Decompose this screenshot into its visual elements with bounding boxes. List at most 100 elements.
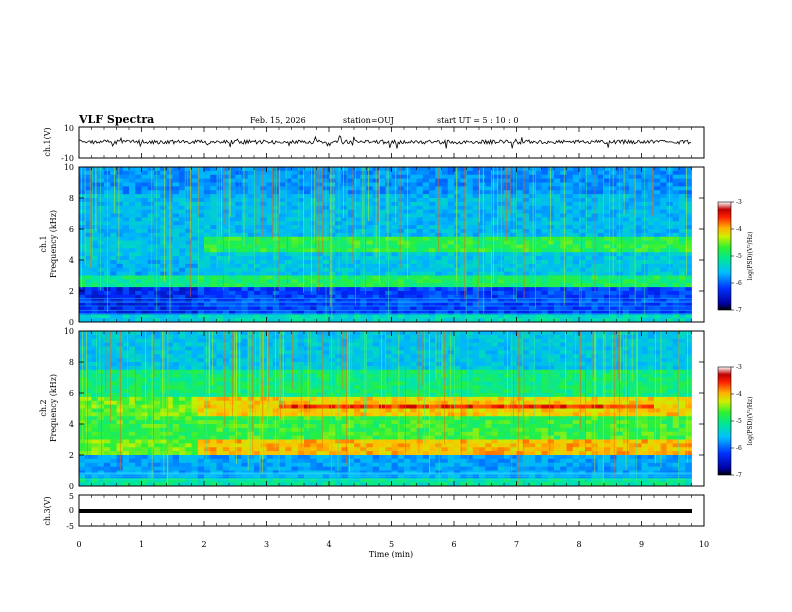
- ch1-spectrogram-cell: [79, 217, 86, 222]
- ch1-spectrogram-cell: [347, 190, 355, 195]
- ch1-spectrogram-cell: [647, 275, 655, 280]
- ch1-spectrogram-cell: [560, 178, 567, 183]
- ch1-spectrogram-cell: [97, 221, 105, 226]
- ch1-spectrogram-cell: [504, 201, 511, 207]
- ch1-spectrogram-cell: [229, 236, 236, 242]
- ch2-spectrogram-cell: [535, 331, 542, 336]
- ch1-spectrogram-cell: [510, 205, 517, 211]
- ch1-spectrogram-cell: [235, 294, 242, 300]
- ch1-spectrogram-cell: [285, 267, 292, 273]
- ch1-spectrogram-cell: [660, 310, 667, 315]
- ch2-spectrogram-cell: [85, 342, 92, 347]
- ch1-spectrogram-cell: [397, 244, 405, 249]
- ch1-spectrogram-cell: [491, 205, 499, 211]
- ch2-spectrogram-cell: [316, 334, 324, 340]
- ch1-spectrogram-cell: [360, 302, 367, 307]
- ch1-spectrogram-cell: [479, 291, 486, 296]
- ch1-spectrogram-cell: [222, 232, 230, 238]
- ch1-spectrogram-cell: [554, 310, 561, 315]
- ch1-spectrogram-cell: [116, 213, 124, 218]
- ch2-spectrogram-cell: [304, 354, 311, 359]
- ch1-spectrogram-cell: [485, 186, 492, 191]
- ch1-spectrogram-cell: [610, 170, 617, 176]
- ch1-spectrogram-cell: [129, 194, 136, 199]
- ch1-spectrogram-cell: [635, 190, 642, 195]
- ch1-spectrogram-cell: [110, 248, 117, 253]
- ytick-label: 0: [69, 318, 74, 327]
- ch1-spectrogram-cell: [566, 256, 574, 261]
- ch1-spectrogram-cell: [191, 209, 199, 214]
- ch1-spectrogram-cell: [91, 217, 99, 222]
- ch1-spectrogram-cell: [372, 267, 380, 273]
- ch1-spectrogram-cell: [329, 201, 336, 207]
- ch1-spectrogram-cell: [91, 229, 99, 234]
- ch1-spectrogram-cell: [191, 263, 199, 269]
- ch1-spectrogram-cell: [604, 225, 611, 230]
- ch1-spectrogram-cell: [504, 178, 511, 183]
- ch2-spectrogram-cell: [391, 346, 399, 351]
- ch1-spectrogram-cell: [416, 194, 424, 199]
- ch2-spectrogram-cell: [479, 354, 486, 359]
- ch1-spectrogram-cell: [247, 244, 255, 249]
- ch1-spectrogram-cell: [329, 190, 336, 195]
- ch2-spectrogram-cell: [304, 358, 311, 363]
- ch1-spectrogram-cell: [597, 244, 605, 249]
- ch1-spectrogram-cell: [466, 170, 474, 176]
- ch1-spectrogram-cell: [491, 318, 499, 322]
- ch1-spectrogram-cell: [529, 263, 536, 269]
- ch1-spectrogram-cell: [504, 186, 511, 191]
- ch2-spectrogram-cell: [679, 334, 686, 340]
- ch1-spectrogram-cell: [147, 294, 155, 300]
- ch1-spectrogram-cell: [172, 182, 180, 187]
- ch1-spectrogram-cell: [629, 209, 636, 214]
- ch1-spectrogram-cell: [360, 260, 367, 265]
- ch2-spectrogram-cell: [460, 338, 467, 344]
- ch1-spectrogram-cell: [366, 194, 374, 199]
- ch1-spectrogram-cell: [235, 240, 242, 245]
- ch1-spectrogram-cell: [572, 271, 580, 276]
- ch1-spectrogram-cell: [454, 213, 461, 218]
- ch1-spectrogram-cell: [304, 198, 311, 203]
- ch1-spectrogram-cell: [241, 232, 249, 238]
- ch1-spectrogram-cell: [360, 198, 367, 203]
- ch1-spectrogram-cell: [335, 170, 342, 176]
- ch1-spectrogram-cell: [604, 209, 611, 214]
- ch1-spectrogram-cell: [135, 174, 142, 180]
- ch1-spectrogram-cell: [366, 310, 374, 315]
- ch1-spectrogram-cell: [485, 283, 492, 288]
- ch1-spectrogram-cell: [122, 213, 130, 218]
- ch1-spectrogram-cell: [610, 248, 617, 253]
- ch1-spectrogram-cell: [466, 310, 474, 315]
- ch1-spectrogram-cell: [535, 283, 542, 288]
- ch1-spectrogram-cell: [397, 263, 405, 269]
- ch2-spectrogram-cell: [604, 362, 611, 367]
- ch1-spectrogram-cell: [222, 256, 230, 261]
- ch1-spectrogram-cell: [654, 201, 661, 207]
- ch1-spectrogram-cell: [291, 275, 299, 280]
- ch1-spectrogram-cell: [579, 256, 586, 261]
- ch1-spectrogram-cell: [397, 198, 405, 203]
- ch1-spectrogram-cell: [529, 170, 536, 176]
- ch1-spectrogram-cell: [304, 302, 311, 307]
- ch1-spectrogram-cell: [279, 291, 286, 296]
- ch1-spectrogram-cell: [235, 279, 242, 284]
- ch1-spectrogram-cell: [304, 236, 311, 242]
- ch2-spectrogram-cell: [385, 346, 392, 351]
- ch1-spectrogram-cell: [154, 213, 161, 218]
- ch1-spectrogram-cell: [485, 225, 492, 230]
- ch2-spectrogram-cell: [347, 362, 355, 367]
- ch1-spectrogram-cell: [441, 267, 449, 273]
- ch1-spectrogram-cell: [141, 194, 149, 199]
- ch1-spectrogram-cell: [191, 244, 199, 249]
- ch1-spectrogram-cell: [79, 170, 86, 176]
- ch1-spectrogram-cell: [391, 201, 399, 207]
- ch1-spectrogram-cell: [522, 209, 530, 214]
- ch2-spectrogram-cell: [597, 342, 605, 347]
- ch1-spectrogram-cell: [122, 221, 130, 226]
- ch1-spectrogram-cell: [391, 194, 399, 199]
- ch2-spectrogram-cell: [466, 358, 474, 363]
- ch1-spectrogram-cell: [216, 178, 224, 183]
- ch1-spectrogram-cell: [254, 260, 261, 265]
- ch2-spectrogram-cell: [210, 331, 217, 336]
- ch1-spectrogram-cell: [422, 279, 430, 284]
